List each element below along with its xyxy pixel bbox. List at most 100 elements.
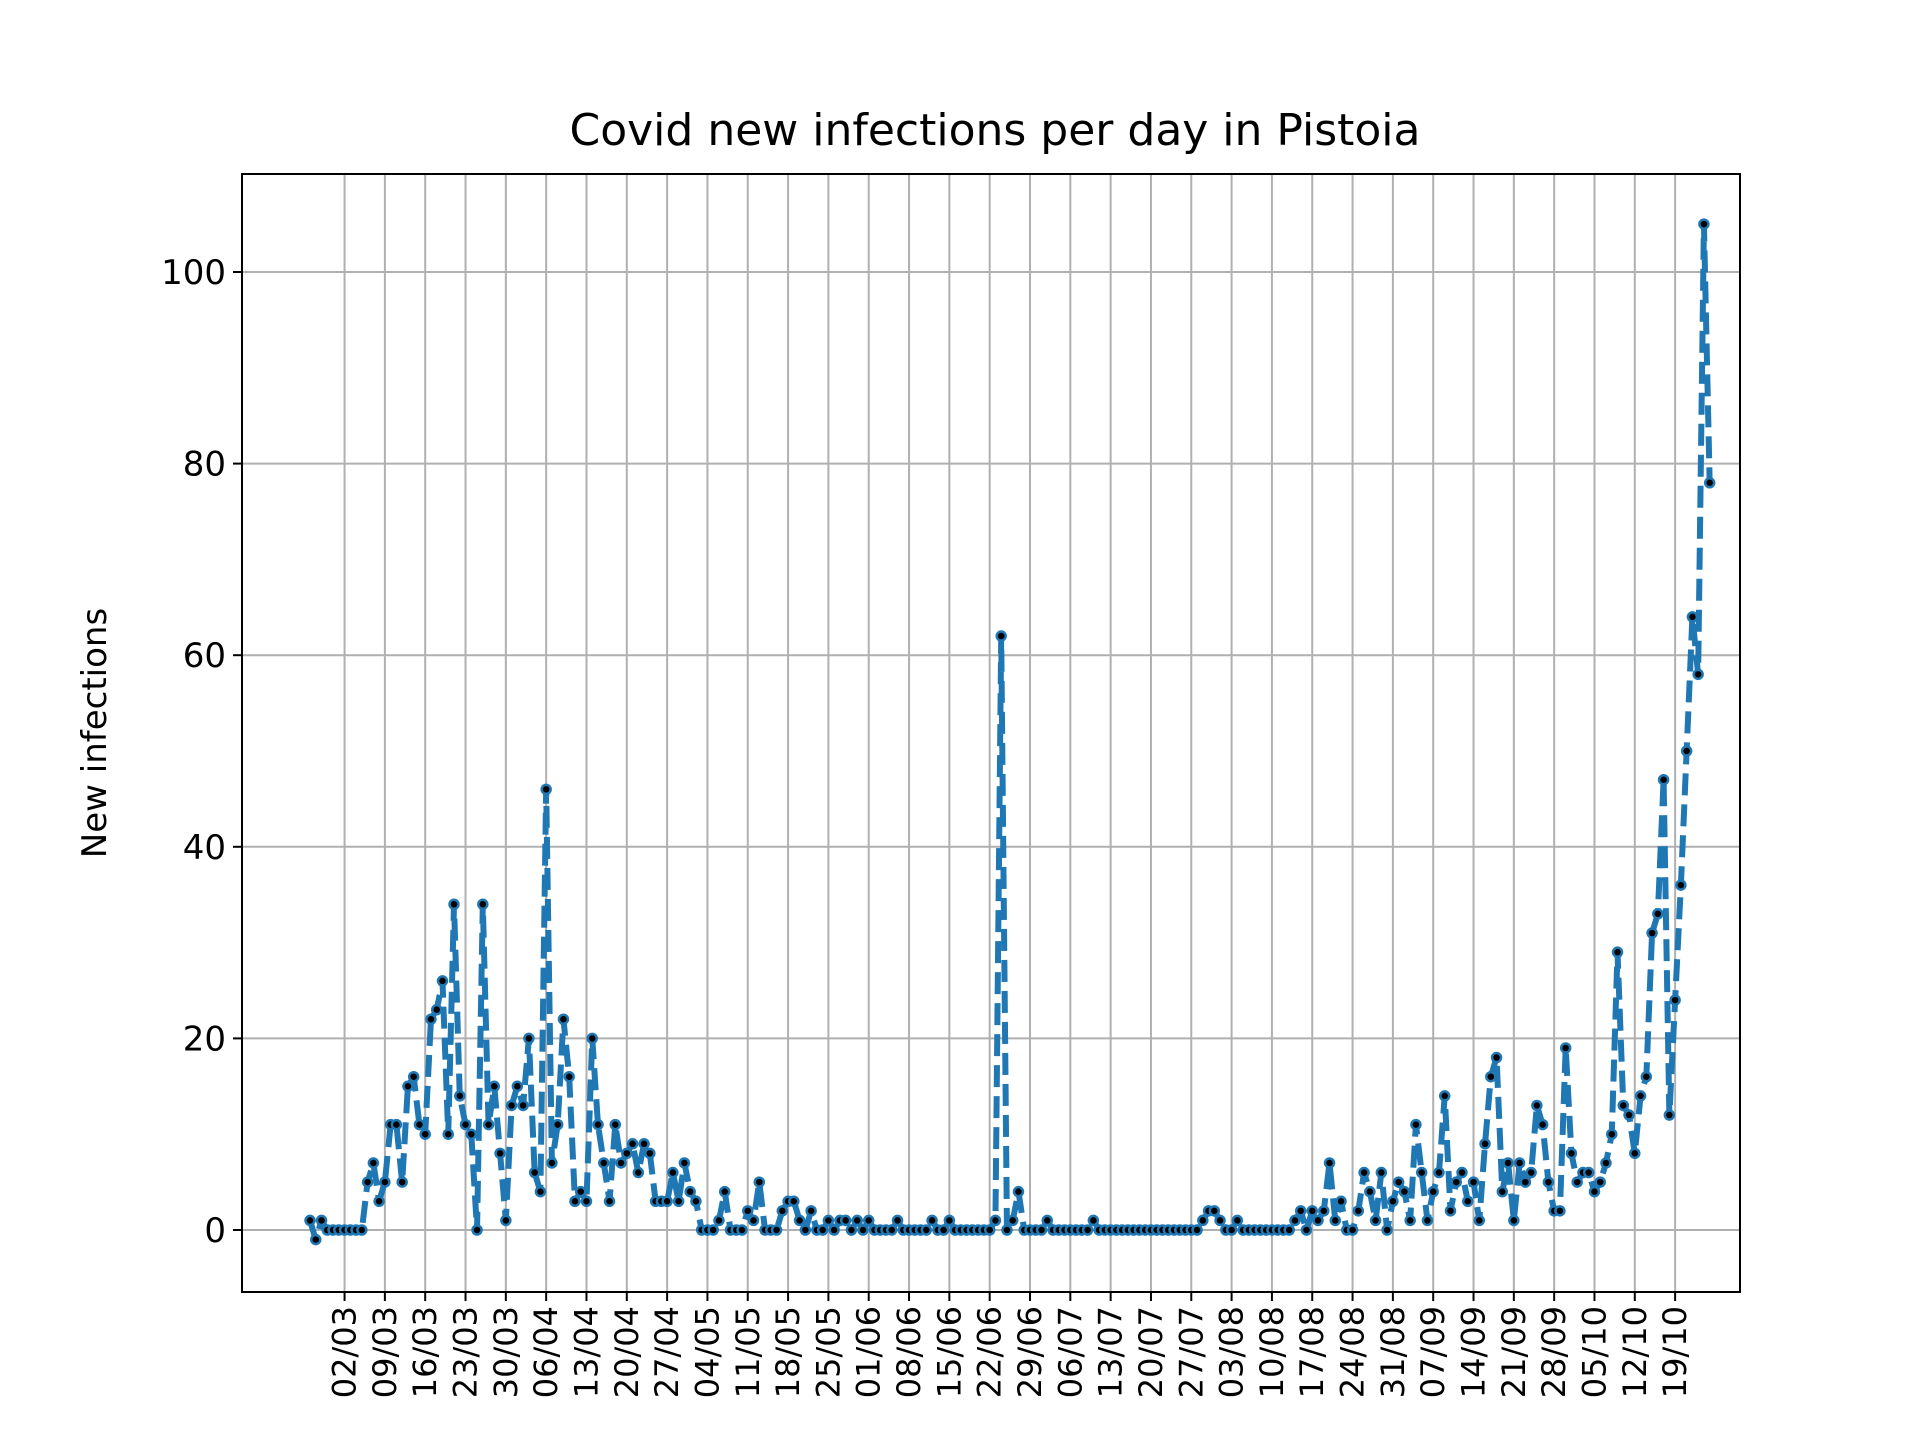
data-point — [678, 1157, 691, 1169]
data-point — [690, 1195, 702, 1208]
x-tick-label: 18/05 — [769, 1306, 807, 1398]
x-tick-label: 22/06 — [971, 1306, 1009, 1398]
data-point — [511, 1080, 524, 1093]
x-tick-label: 06/04 — [527, 1306, 565, 1398]
data-point — [1554, 1205, 1566, 1217]
data-point — [1606, 1128, 1618, 1140]
data-point — [1456, 1166, 1468, 1179]
data-point — [1444, 1205, 1457, 1217]
data-point — [442, 1128, 454, 1140]
data-point — [886, 1224, 898, 1236]
data-point — [1346, 1224, 1359, 1236]
data-point — [1191, 1224, 1203, 1236]
data-point — [488, 1080, 501, 1093]
data-point — [580, 1195, 593, 1208]
data-point — [402, 1080, 414, 1093]
plot-frame — [241, 173, 1741, 1293]
data-point — [1358, 1166, 1370, 1179]
data-point — [626, 1138, 639, 1150]
data-point — [632, 1166, 645, 1179]
data-point — [419, 1128, 431, 1140]
data-point — [454, 1090, 466, 1102]
data-point — [672, 1195, 685, 1208]
data-point — [1323, 1157, 1336, 1169]
data-point — [742, 1205, 754, 1217]
x-tick-label: 15/06 — [930, 1306, 968, 1398]
data-point — [770, 1224, 783, 1236]
x-tick-label: 06/07 — [1051, 1306, 1089, 1398]
data-point — [1652, 908, 1664, 920]
data-point — [390, 1118, 403, 1131]
data-point — [528, 1166, 541, 1179]
data-point — [1692, 668, 1704, 681]
data-point — [1335, 1195, 1347, 1208]
data-point — [465, 1128, 478, 1140]
data-point — [430, 1003, 443, 1016]
data-point — [1485, 1070, 1497, 1083]
x-tick-label: 17/08 — [1293, 1306, 1331, 1398]
data-point — [1398, 1185, 1411, 1198]
data-point — [1496, 1185, 1509, 1198]
data-point — [609, 1118, 622, 1131]
data-point — [551, 1118, 564, 1131]
data-point — [1318, 1205, 1330, 1217]
data-point — [546, 1157, 558, 1169]
data-point — [828, 1224, 840, 1236]
y-tick-label: 20 — [183, 1019, 226, 1059]
data-point — [1404, 1214, 1416, 1227]
data-point — [1289, 1214, 1301, 1227]
data-point — [1012, 1185, 1025, 1198]
data-point — [598, 1157, 610, 1169]
data-point — [557, 1013, 570, 1025]
data-point — [713, 1214, 725, 1227]
x-tick-label: 23/03 — [447, 1306, 485, 1398]
x-tick-label: 13/07 — [1092, 1306, 1130, 1398]
data-point — [753, 1176, 766, 1188]
x-tick-label: 25/05 — [809, 1306, 847, 1398]
data-point — [1329, 1214, 1342, 1227]
y-tick-label: 80 — [183, 445, 226, 485]
data-point — [1197, 1214, 1209, 1227]
data-point — [1703, 477, 1716, 489]
data-point — [1513, 1157, 1526, 1169]
data-point — [937, 1224, 950, 1236]
data-point — [407, 1070, 420, 1083]
data-point — [1392, 1176, 1405, 1188]
data-point — [920, 1224, 933, 1236]
data-point — [603, 1195, 616, 1208]
data-point — [926, 1214, 938, 1227]
data-point — [995, 630, 1007, 642]
data-point — [471, 1224, 483, 1236]
data-point — [1450, 1176, 1462, 1188]
data-point — [1508, 1214, 1520, 1227]
data-point — [534, 1185, 547, 1198]
data-point — [523, 1032, 535, 1045]
data-point — [1421, 1214, 1434, 1227]
data-point — [1675, 879, 1687, 891]
data-point — [776, 1205, 789, 1217]
data-point — [586, 1032, 598, 1045]
data-point — [1663, 1109, 1676, 1121]
x-tick-label: 27/07 — [1172, 1306, 1210, 1398]
data-point — [1502, 1157, 1514, 1169]
data-point — [1582, 1166, 1595, 1179]
data-point — [1698, 218, 1710, 230]
data-point — [1364, 1185, 1376, 1198]
data-point — [684, 1185, 696, 1198]
data-point — [1300, 1224, 1313, 1236]
data-point — [1467, 1176, 1480, 1188]
data-point — [805, 1205, 817, 1217]
x-tick-label: 11/05 — [729, 1306, 767, 1398]
data-point — [1006, 1214, 1019, 1227]
x-tick-label: 19/10 — [1656, 1306, 1694, 1398]
x-tick-label: 05/10 — [1575, 1306, 1613, 1398]
data-point — [736, 1224, 748, 1236]
data-point — [1588, 1185, 1601, 1198]
data-point — [494, 1147, 506, 1160]
data-point — [373, 1195, 385, 1208]
y-tick-label: 0 — [204, 1211, 226, 1251]
data-point — [793, 1214, 806, 1227]
data-point — [1669, 994, 1681, 1006]
